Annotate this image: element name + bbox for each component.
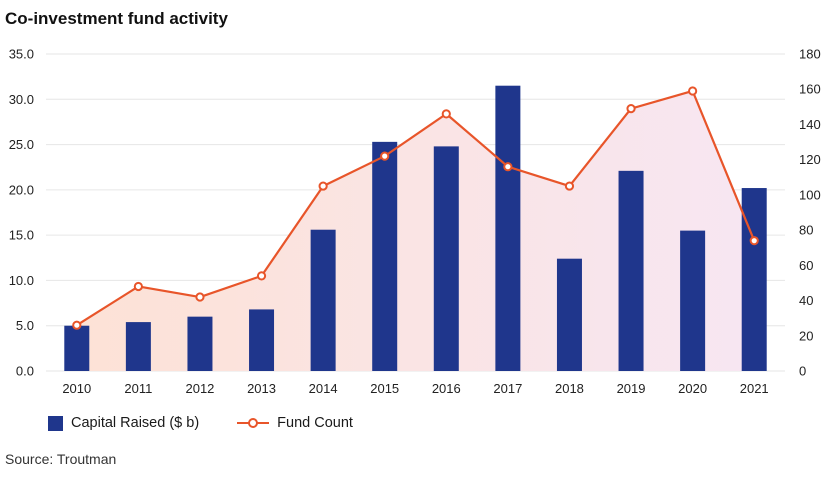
y-right-tick-label: 160 <box>799 82 821 97</box>
legend-item-fund-count: Fund Count <box>237 415 353 431</box>
y-left-tick-label: 15.0 <box>9 228 34 243</box>
x-tick-label: 2015 <box>370 381 399 396</box>
fund-count-area <box>76 90 755 371</box>
x-tick-label: 2018 <box>555 381 584 396</box>
source-note: Source: Troutman <box>5 451 117 467</box>
y-left-tick-label: 0.0 <box>16 364 34 379</box>
axis-labels: 0.0 5.0 10.0 15.0 20.0 25.0 30.0 35.0 0 20 40 60 80 1… <box>9 47 821 397</box>
bar-capital-raised-2013 <box>249 309 275 371</box>
x-tick-label: 2010 <box>62 381 91 396</box>
bar-capital-raised-2010 <box>64 325 90 371</box>
fund-count-area-fill <box>76 90 755 371</box>
y-right-tick-label: 0 <box>799 364 806 379</box>
point-fund-count-2015 <box>380 151 390 161</box>
x-tick-label: 2016 <box>432 381 461 396</box>
point-fund-count-2017 <box>503 162 513 172</box>
x-tick-label: 2021 <box>740 381 769 396</box>
fund-count-line <box>72 86 759 330</box>
y-left-tick-label: 35.0 <box>9 47 34 62</box>
bar-capital-raised-2011 <box>125 322 151 371</box>
legend-item-capital-raised: Capital Raised ($ b) <box>48 415 199 431</box>
y-right-tick-label: 80 <box>799 223 813 238</box>
point-fund-count-2014 <box>318 181 328 191</box>
x-tick-label: 2020 <box>678 381 707 396</box>
fund-count-polyline <box>76 89 756 327</box>
y-right-tick-label: 40 <box>799 293 813 308</box>
y-right-tick-label: 20 <box>799 328 813 343</box>
x-tick-label: 2011 <box>124 381 152 396</box>
y-left-tick-label: 30.0 <box>9 92 34 107</box>
y-right-tick-label: 140 <box>799 117 821 132</box>
y-left-tick-label: 5.0 <box>16 318 34 333</box>
point-fund-count-2010 <box>72 320 82 330</box>
x-tick-label: 2014 <box>309 381 338 396</box>
line-marker-swatch-icon <box>237 417 270 429</box>
bar-capital-raised-2020 <box>680 230 706 371</box>
bar-capital-raised-2012 <box>187 316 213 371</box>
legend-label-capital-raised: Capital Raised ($ b) <box>71 415 200 431</box>
point-fund-count-2019 <box>626 103 636 114</box>
legend: Capital Raised ($ b) Fund Count <box>48 415 391 431</box>
bar-capital-raised-2015 <box>372 141 398 371</box>
point-fund-count-2021 <box>749 236 759 246</box>
y-right-tick-label: 100 <box>799 187 821 202</box>
bar-swatch-icon <box>48 415 63 431</box>
x-tick-label: 2019 <box>617 381 646 396</box>
y-left-tick-label: 10.0 <box>9 273 34 288</box>
bar-capital-raised-2016 <box>433 146 459 371</box>
x-tick-label: 2017 <box>493 381 522 396</box>
bar-capital-raised-2017 <box>495 85 521 371</box>
chart-title: Co-investment fund activity <box>5 9 228 28</box>
y-left-tick-label: 20.0 <box>9 182 34 197</box>
legend-label-fund-count: Fund Count <box>277 415 353 431</box>
y-right-tick-label: 120 <box>799 152 821 167</box>
point-fund-count-2016 <box>441 109 451 119</box>
bar-capital-raised-2014 <box>310 229 336 371</box>
y-right-tick-label: 180 <box>799 47 821 62</box>
point-fund-count-2012 <box>195 292 205 302</box>
x-tick-label: 2013 <box>247 381 276 396</box>
capital-raised-bars <box>64 85 767 371</box>
bar-capital-raised-2018 <box>556 258 582 371</box>
point-fund-count-2018 <box>564 181 575 191</box>
point-fund-count-2013 <box>256 271 267 281</box>
x-tick-label: 2012 <box>185 381 214 396</box>
point-fund-count-2020 <box>688 86 698 96</box>
point-fund-count-2011 <box>133 281 143 292</box>
y-right-tick-label: 60 <box>799 258 813 273</box>
y-left-tick-label: 25.0 <box>9 137 34 152</box>
bar-capital-raised-2019 <box>618 170 644 371</box>
bar-capital-raised-2021 <box>741 188 767 371</box>
